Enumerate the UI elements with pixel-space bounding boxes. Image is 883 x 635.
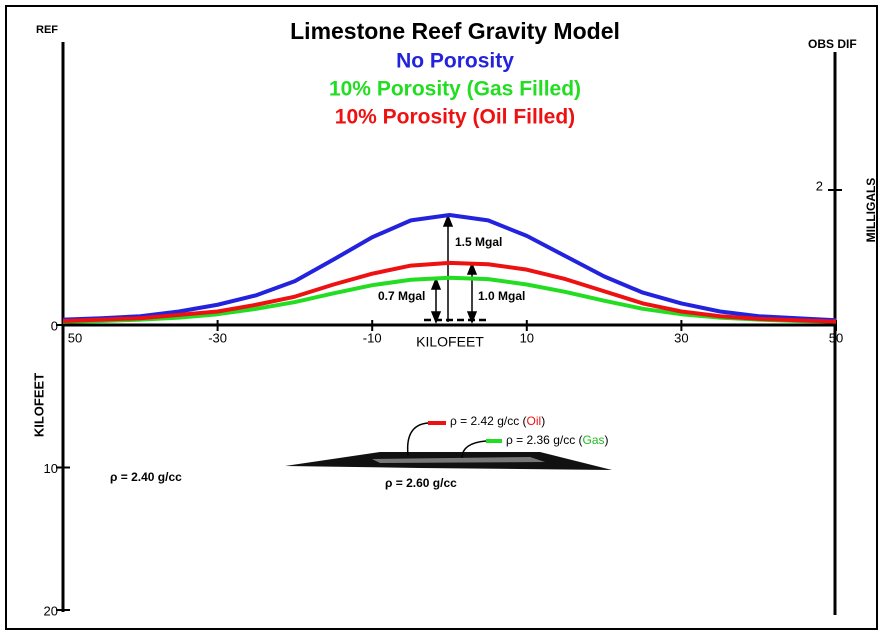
annotation: 1.0 Mgal <box>478 289 525 303</box>
oil-leader <box>406 422 429 456</box>
gas-leader <box>461 440 487 459</box>
x-tick-label: -30 <box>208 330 227 345</box>
y-axis-title: MILLIGALS <box>864 178 878 243</box>
depth-tick-label: 20 <box>44 603 58 618</box>
gas-text: ρ = 2.36 g/cc ( <box>506 433 583 447</box>
x-tick-label: 30 <box>674 330 688 345</box>
legend-entry: 10% Porosity (Gas Filled) <box>329 78 581 101</box>
gas-close: ) <box>605 433 609 447</box>
x-tick-label: -10 <box>363 330 382 345</box>
depth-axis-title: KILOFEET <box>31 373 46 437</box>
oil-label: ρ = 2.42 g/cc (Oil) <box>450 414 545 428</box>
depth-tick-label: 0 <box>51 318 58 333</box>
series-line <box>62 260 837 324</box>
x-axis-title: KILOFEET <box>416 334 484 350</box>
frame <box>5 5 878 630</box>
gas-word: Gas <box>583 433 605 447</box>
legend-entry: No Porosity <box>396 50 514 73</box>
x-tick-label: 50 <box>68 330 82 345</box>
obs-dif-label: OBS DIF <box>808 37 857 51</box>
oil-word: Oil <box>527 414 542 428</box>
gas-label: ρ = 2.36 g/cc (Gas) <box>506 433 609 447</box>
series-line <box>62 212 837 323</box>
oil-text: ρ = 2.42 g/cc ( <box>450 414 527 428</box>
annotation: ρ = 2.40 g/cc <box>110 470 182 484</box>
reef-porous-zone <box>372 457 545 463</box>
y-tick-label: 2 <box>816 178 823 193</box>
annotation-arrows <box>424 213 490 325</box>
annotation: 0.7 Mgal <box>378 289 425 303</box>
depth-tick-label: 10 <box>44 461 58 476</box>
x-tick-label: 50 <box>829 330 843 345</box>
legend-entry: 10% Porosity (Oil Filled) <box>335 106 575 129</box>
x-tick-label: 10 <box>520 330 534 345</box>
chart-title: Limestone Reef Gravity Model <box>290 18 620 44</box>
oil-close: ) <box>541 414 545 428</box>
annotation: 1.5 Mgal <box>455 235 502 249</box>
ref-label: REF <box>36 24 58 36</box>
annotation: ρ = 2.60 g/cc <box>385 476 457 490</box>
